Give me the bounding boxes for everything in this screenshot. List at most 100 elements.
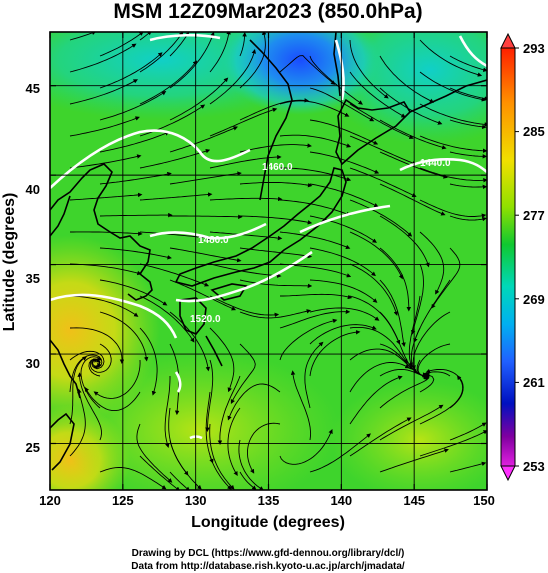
streamline: [69, 356, 87, 425]
axis-ticks: [49, 32, 488, 490]
streamline: [419, 71, 487, 102]
streamline: [419, 167, 487, 183]
streamline: [349, 135, 417, 166]
streamline: [209, 263, 282, 278]
honshu-coast: [174, 167, 347, 287]
streamline: [139, 327, 158, 396]
streamline: [379, 119, 447, 150]
streamline: [410, 263, 424, 335]
streamline: [309, 119, 379, 145]
streamline: [379, 215, 430, 268]
streamline: [69, 327, 125, 365]
streamline: [279, 199, 351, 216]
streamline: [139, 32, 152, 41]
streamline: [419, 231, 445, 295]
shikoku-coast: [210, 283, 248, 301]
streamline: [239, 182, 313, 188]
streamline: [99, 90, 167, 121]
streamline: [379, 311, 418, 374]
streamline: [169, 77, 229, 121]
streamline: [309, 87, 375, 122]
height-contour: [149, 33, 221, 42]
y-tick-label: 35: [26, 271, 40, 286]
streamline: [309, 324, 377, 345]
streamline: [419, 375, 464, 425]
streamline: [169, 311, 211, 372]
streamline: [209, 32, 231, 73]
streamline: [239, 215, 313, 225]
colorbar: 293 285 277 269 261 253: [500, 32, 545, 482]
streamline: [139, 192, 213, 201]
streamline: [209, 107, 278, 137]
wind-streamlines: [69, 32, 487, 490]
streamline: [170, 214, 243, 220]
streamline: [290, 370, 312, 441]
y-tick-label: 40: [26, 182, 40, 197]
colorbar-label: 293: [523, 41, 545, 56]
streamline: [99, 247, 172, 260]
height-contour: [458, 35, 487, 68]
streamline: [349, 71, 406, 118]
streamline: [349, 199, 413, 237]
streamline: [419, 199, 487, 218]
streamline: [379, 55, 435, 103]
streamline: [99, 52, 163, 89]
bohai-coast: [50, 195, 71, 237]
streamline: [279, 429, 333, 465]
height-contour: [149, 222, 267, 240]
contour-label: 1480.0: [198, 235, 229, 246]
streamline: [349, 39, 389, 99]
taiwan-coast: [50, 412, 75, 471]
streamline: [449, 151, 487, 159]
height-contours: [50, 33, 487, 440]
streamline: [349, 348, 414, 370]
streamline: [217, 375, 241, 445]
streamline: [239, 32, 247, 57]
y-tick-label: 25: [26, 440, 40, 455]
streamline: [280, 167, 352, 182]
streamline: [239, 98, 309, 121]
korea-china-coast: [50, 163, 153, 301]
streamline: [69, 154, 142, 169]
streamline: [309, 183, 379, 208]
streamline: [69, 32, 97, 41]
map-field: 1480.0 1440.0 1520.0 1460.0: [50, 32, 487, 490]
streamline: [449, 183, 487, 190]
hokkaido-coast: [335, 98, 412, 166]
colorbar-label: 253: [523, 459, 545, 474]
warm-region: [60, 350, 340, 490]
ryukyu-islands: [205, 335, 223, 367]
x-tick-label: 135: [258, 493, 280, 508]
streamline: [280, 293, 353, 300]
streamline: [169, 126, 238, 153]
streamline: [379, 448, 449, 473]
streamline: [239, 279, 313, 289]
streamline: [164, 376, 171, 448]
lat-lon-grid: [50, 32, 487, 490]
streamline: [169, 439, 202, 490]
streamline: [408, 295, 421, 368]
streamline: [419, 39, 483, 77]
primorye-coast: [249, 39, 293, 201]
x-tick-label: 150: [473, 493, 495, 508]
streamline: [239, 32, 267, 89]
streamline: [309, 151, 380, 174]
streamline: [70, 231, 143, 236]
streamline: [209, 423, 235, 490]
streamline: [309, 215, 377, 243]
streamline: [449, 55, 487, 72]
x-tick-label: 140: [330, 493, 352, 508]
y-axis-label: Latitude (degrees): [1, 193, 18, 332]
streamline: [93, 359, 141, 399]
warm-region: [330, 380, 487, 490]
streamline: [99, 311, 149, 362]
x-tick-label: 145: [403, 493, 425, 508]
china-coast: [50, 339, 81, 399]
streamline: [279, 309, 351, 329]
streamline: [419, 103, 487, 127]
streamline: [309, 329, 361, 377]
colorbar-label: 261: [523, 375, 545, 390]
x-tick-label: 130: [185, 493, 207, 508]
streamline: [99, 279, 168, 306]
streamline: [379, 374, 430, 409]
